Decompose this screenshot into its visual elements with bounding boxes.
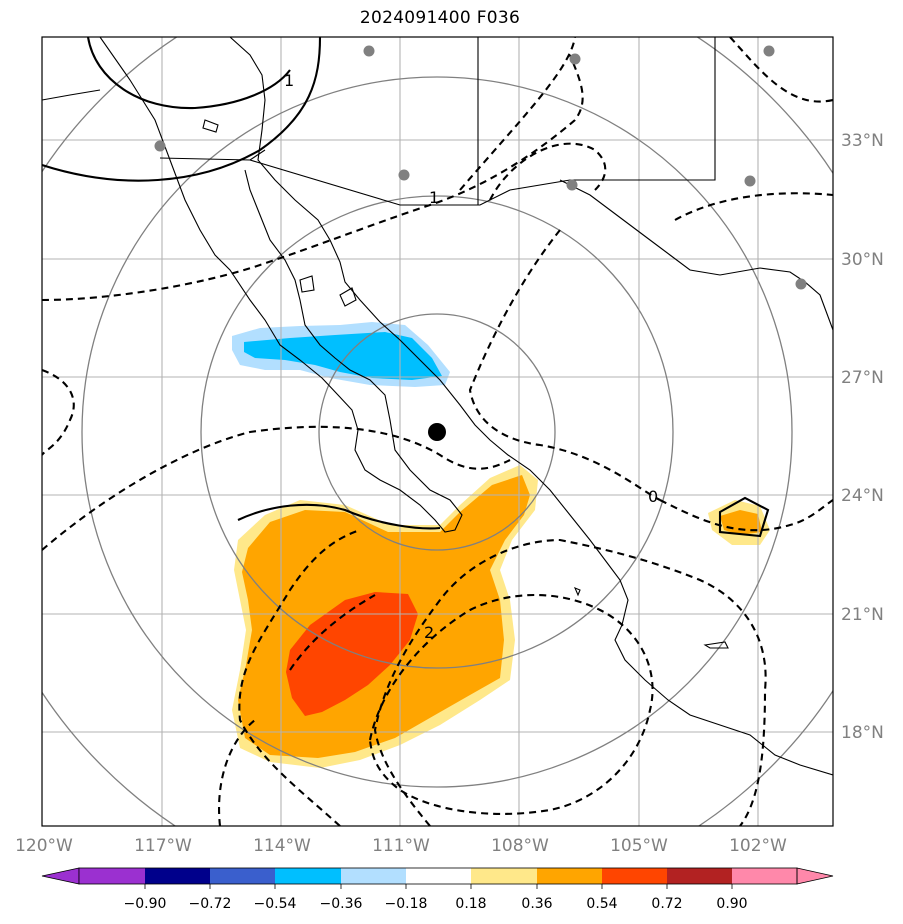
contours-dashed <box>42 37 833 826</box>
lon-label: 102°W <box>729 836 787 856</box>
lon-label: 117°W <box>134 836 192 856</box>
contour-label: 0 <box>648 487 658 506</box>
shaded-field <box>232 322 770 768</box>
colorbar-label: −0.54 <box>254 896 297 912</box>
colorbar-label: 0.54 <box>586 896 617 912</box>
political-borders <box>159 37 716 206</box>
colorbar-bin <box>79 868 145 884</box>
lon-labels: 120°W 117°W 114°W 111°W 108°W 105°W 102°… <box>15 836 787 856</box>
lat-labels: 33°N 30°N 27°N 24°N 21°N 18°N <box>841 131 884 743</box>
colorbar-bin <box>537 868 602 884</box>
colorbar-bin <box>145 868 210 884</box>
lon-label: 105°W <box>610 836 668 856</box>
lat-label: 27°N <box>841 368 884 388</box>
colorbar-label: 0.72 <box>651 896 682 912</box>
colorbar-bin <box>732 868 797 884</box>
colorbar-bin <box>471 868 537 884</box>
colorbar-label: −0.90 <box>124 896 167 912</box>
colorbar-label: −0.18 <box>385 896 428 912</box>
contour-label: 1 <box>284 71 294 90</box>
lat-label: 18°N <box>841 723 884 743</box>
colorbar-bin <box>667 868 732 884</box>
lat-label: 33°N <box>841 131 884 151</box>
storm-center-marker <box>428 423 446 441</box>
lat-label: 24°N <box>841 486 884 506</box>
colorbar-bin <box>210 868 275 884</box>
contour-label: 2 <box>424 623 434 642</box>
range-rings <box>42 37 833 826</box>
colorbar-label: 0.36 <box>521 896 552 912</box>
positive-shading-054 <box>286 592 418 716</box>
lat-label: 30°N <box>841 250 884 270</box>
colorbar-bin <box>602 868 667 884</box>
colorbar: −0.90 −0.72 −0.54 −0.36 −0.18 0.18 0.36 … <box>41 867 834 912</box>
colorbar-extend-left <box>41 867 80 885</box>
contour-label: 1 <box>429 188 439 207</box>
gridlines <box>42 37 833 826</box>
lon-label: 114°W <box>253 836 311 856</box>
colorbar-bin <box>406 868 471 884</box>
colorbar-extend-right <box>796 867 834 885</box>
map-area: 1 1 0 2 <box>42 37 833 826</box>
map-frame <box>41 36 834 827</box>
colorbar-label: −0.72 <box>189 896 232 912</box>
lon-label: 108°W <box>491 836 549 856</box>
negative-shading-036 <box>244 332 442 380</box>
colorbar-label: 0.18 <box>455 896 486 912</box>
colorbar-bin <box>341 868 406 884</box>
colorbar-label: −0.36 <box>320 896 363 912</box>
contours-solid <box>42 37 770 538</box>
map-title: 2024091400 F036 <box>359 8 521 28</box>
lon-label: 120°W <box>15 836 73 856</box>
colorbar-bin <box>275 868 341 884</box>
lon-label: 111°W <box>372 836 430 856</box>
lat-label: 21°N <box>841 605 884 625</box>
station-markers <box>154 45 807 290</box>
colorbar-label: 0.90 <box>716 896 747 912</box>
